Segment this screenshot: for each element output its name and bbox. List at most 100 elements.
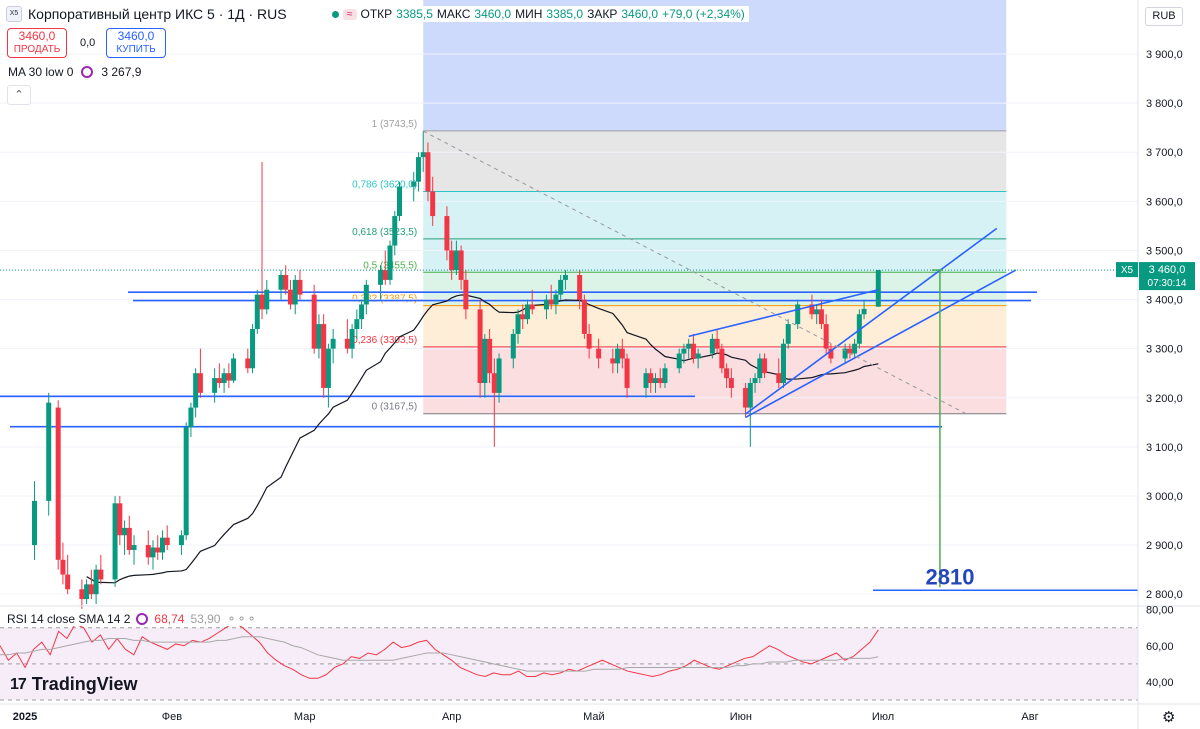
- rsi-tick-label: 40,00: [1146, 677, 1174, 689]
- candle-body: [657, 378, 663, 384]
- rsi-settings-icon[interactable]: [136, 613, 149, 625]
- fib-band: [423, 130, 1007, 192]
- candle-body: [117, 503, 123, 536]
- trendline: [688, 288, 879, 338]
- currency-select[interactable]: RUB: [1145, 7, 1183, 26]
- candle-body: [785, 324, 791, 344]
- candle-body: [463, 279, 469, 310]
- candle-body: [643, 373, 649, 388]
- price-grid: [0, 53, 1138, 595]
- candle-body: [714, 338, 720, 349]
- candle-body: [425, 152, 431, 192]
- candle-body: [823, 324, 829, 349]
- time-tick-label: Фев: [162, 711, 182, 723]
- candle-body: [183, 427, 189, 536]
- last-price-symbol: X5: [1121, 265, 1134, 276]
- candle-body: [378, 270, 384, 285]
- candle-body: [558, 279, 564, 295]
- candle-body: [828, 348, 834, 359]
- candle-body: [795, 304, 801, 325]
- candle-body: [487, 338, 493, 374]
- candle-body: [188, 407, 194, 428]
- candle-body: [31, 500, 37, 546]
- candle-body: [496, 358, 502, 393]
- time-tick-label: Июл: [872, 711, 894, 723]
- candle-body: [482, 338, 488, 384]
- indicator-settings-icon[interactable]: [81, 66, 94, 78]
- price-tick-label: 3 000,0: [1146, 491, 1183, 503]
- ma-label: MA 30 low 0: [8, 65, 74, 79]
- candle-body: [724, 368, 730, 379]
- candle-body: [60, 559, 66, 575]
- fib-level-label: 0 (3167,5): [372, 402, 418, 413]
- candle-body: [164, 537, 170, 546]
- candle-body: [624, 358, 630, 388]
- candle-body: [449, 250, 455, 271]
- ma-legend[interactable]: MA 30 low 0 3 267,9: [8, 65, 141, 79]
- candle-body: [529, 304, 535, 310]
- candle-body: [283, 274, 289, 290]
- candle-body: [112, 503, 118, 580]
- last-price-value: 3 460,0: [1149, 264, 1186, 276]
- candle-body: [548, 299, 554, 305]
- candle-body: [321, 324, 327, 388]
- low-label: МИН: [515, 7, 543, 21]
- candle-body: [88, 584, 94, 595]
- fib-band: [423, 238, 1007, 273]
- candle-body: [453, 250, 459, 271]
- candle-body: [577, 274, 583, 300]
- buy-button[interactable]: 3460,0 КУПИТЬ: [106, 28, 166, 58]
- candle-body: [852, 343, 858, 354]
- candle-body: [354, 319, 360, 330]
- candle-body: [581, 299, 587, 334]
- candle-body: [719, 348, 725, 369]
- candle-body: [586, 333, 592, 349]
- time-tick-label: Авг: [1021, 711, 1038, 723]
- change-value: +79,0 (+2,34%): [662, 7, 745, 21]
- candle-body: [743, 387, 749, 408]
- time-tick-label: Май: [583, 711, 605, 723]
- candle-body: [681, 348, 687, 354]
- candle-body: [292, 279, 298, 305]
- tradingview-logo: 17 TradingView: [10, 674, 138, 695]
- symbol-header[interactable]: X5 Корпоративный центр ИКС 5 · 1Д · RUS: [6, 6, 287, 22]
- candle-body: [747, 383, 753, 408]
- candle-body: [126, 527, 132, 550]
- time-tick-label: Июн: [730, 711, 752, 723]
- candle-body: [325, 348, 331, 388]
- trendline: [745, 269, 1017, 419]
- candle-body: [254, 294, 260, 330]
- fib-level-label: 0,618 (3523,5): [352, 227, 417, 238]
- candle-body: [615, 348, 621, 364]
- more-icon[interactable]: ⚬⚬⚬: [226, 612, 257, 626]
- high-value: 3460,0: [474, 7, 512, 21]
- rsi-line: [0, 621, 879, 679]
- candle-body: [420, 152, 426, 158]
- candle-body: [150, 547, 156, 558]
- candle-body: [686, 343, 692, 349]
- candle-body: [278, 274, 284, 290]
- candle-body: [458, 250, 464, 280]
- candle-body: [415, 157, 421, 182]
- candle-body: [757, 358, 763, 379]
- candle-body: [392, 216, 398, 246]
- candle-body: [477, 309, 483, 384]
- rsi-legend[interactable]: RSI 14 close SMA 14 2 68,74 53,90 ⚬⚬⚬: [7, 612, 257, 626]
- price-tick-label: 3 900,0: [1146, 49, 1183, 61]
- candle-body: [55, 407, 61, 560]
- fib-band: [423, 346, 1007, 414]
- candle-body: [193, 373, 199, 408]
- target-projection: 2810: [926, 269, 974, 589]
- gear-icon[interactable]: ⚙: [1162, 709, 1176, 726]
- sell-button[interactable]: 3460,0 ПРОДАТЬ: [7, 28, 67, 58]
- candle-body: [297, 279, 303, 295]
- high-label: МАКС: [436, 7, 471, 21]
- buy-label: КУПИТЬ: [116, 44, 156, 55]
- chevron-up-icon[interactable]: ⌃: [7, 85, 31, 105]
- candle-body: [709, 338, 715, 354]
- candle-body: [553, 294, 559, 305]
- compare-icon[interactable]: ≈: [343, 8, 357, 20]
- market-status-icon: [332, 10, 339, 18]
